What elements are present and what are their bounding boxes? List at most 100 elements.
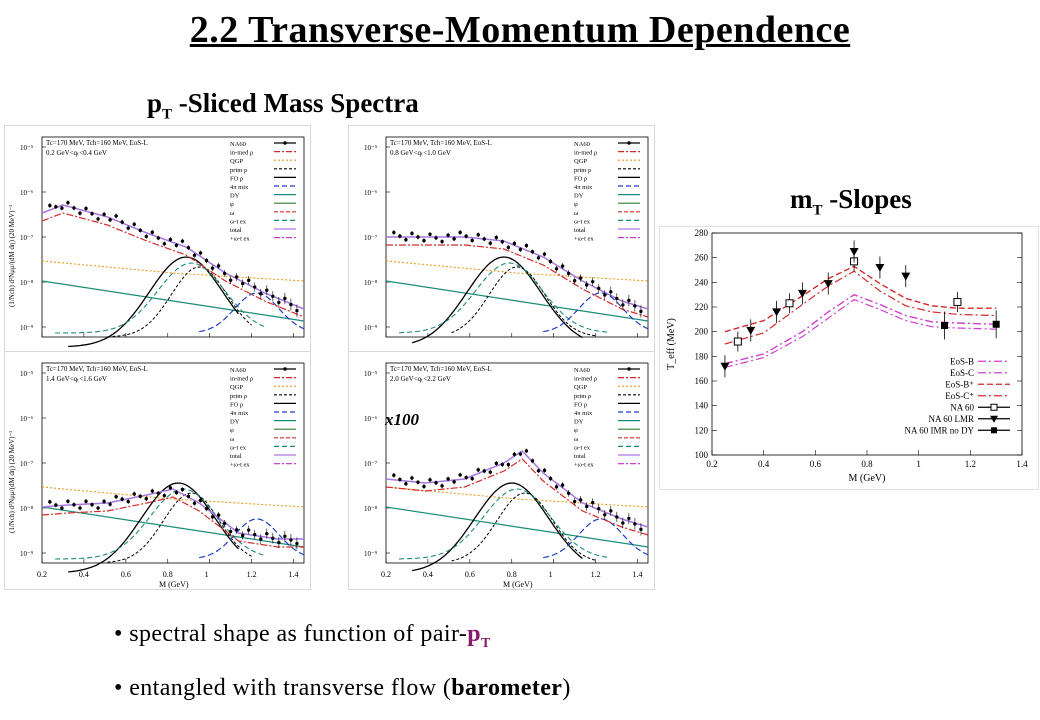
slopes-ytick-label: 160 xyxy=(695,376,709,386)
legend-label: +ω-t ex xyxy=(230,462,250,469)
spectrum-ytick-label: 10⁻⁵ xyxy=(20,370,34,378)
na60-point xyxy=(259,292,263,296)
na60-point xyxy=(289,302,293,307)
spectrum-ytick-label: 10⁻⁶ xyxy=(20,189,34,197)
na60-point xyxy=(66,499,70,504)
na60-point xyxy=(162,242,167,246)
na60-point xyxy=(416,235,420,239)
na60-point xyxy=(603,293,607,297)
na60-point xyxy=(500,240,505,244)
na60-point xyxy=(60,206,64,210)
na60-point xyxy=(440,239,444,244)
spectrum-ylabel: (1/Nch) d²Nμμ/(dM dη) (20 MeV)⁻¹ xyxy=(8,205,16,307)
na60-point xyxy=(554,267,559,271)
na60-point xyxy=(566,491,571,496)
slopes-xtick-label: 1.2 xyxy=(965,459,976,469)
na60-point xyxy=(470,238,474,243)
na60-point xyxy=(392,230,396,235)
spectrum-params: Tc=170 MeV, Tch=160 MeV, EoS-L xyxy=(390,139,492,147)
curve-fo-rho xyxy=(412,256,583,344)
slopes-plot-area xyxy=(711,232,1023,456)
slopes-ytick-label: 220 xyxy=(695,302,709,312)
spectrum-ytick-label: 10⁻⁹ xyxy=(364,324,378,332)
na60-point xyxy=(84,206,88,211)
na60-point xyxy=(271,294,275,299)
legend-label: ω-t ex xyxy=(230,218,247,225)
lmr-slope-point xyxy=(823,280,833,289)
spectrum-xtick-label: 1.2 xyxy=(247,570,257,579)
na60-point xyxy=(265,531,269,536)
na60-point xyxy=(639,527,643,532)
na60-point xyxy=(247,278,251,283)
bullet-list: • spectral shape as function of pair-pT … xyxy=(114,612,1014,710)
bullet-1-pt: p xyxy=(467,621,482,647)
legend-label: in-med ρ xyxy=(574,376,597,383)
na60-point xyxy=(198,251,203,255)
legend-label: +ω-t ex xyxy=(574,236,594,243)
na60-point xyxy=(222,521,227,526)
curve-4pi-mix xyxy=(543,292,649,333)
na60-point xyxy=(138,228,142,233)
na60-point xyxy=(102,212,106,216)
slopes-figure: 280 260 240 220 200 180 160 140 120 100 0.2 0.4 0.6 0… xyxy=(659,226,1039,490)
slopes-legend-marker xyxy=(990,403,998,411)
na60-point xyxy=(536,469,541,473)
legend-label: 4π mix xyxy=(574,410,593,417)
spectra-heading: pT -Sliced Mass Spectra xyxy=(147,88,419,123)
legend-label: in-med ρ xyxy=(574,150,597,157)
na60-point xyxy=(584,283,589,287)
na60-point xyxy=(518,247,523,252)
na60-point xyxy=(247,528,251,532)
curve-prim-rho xyxy=(107,492,252,563)
curve-omega-t-ex xyxy=(55,262,265,334)
slopes-ytick-label: 280 xyxy=(695,228,709,238)
spectrum-xtick-label: 1.2 xyxy=(591,570,601,579)
na60-point xyxy=(434,236,438,240)
legend-label: 4π mix xyxy=(230,410,249,417)
na60-point xyxy=(446,233,450,237)
bullet-1-pt-sub: T xyxy=(481,635,491,651)
spectrum-ytick-label: 10⁻⁶ xyxy=(20,415,34,423)
na60-slope-point xyxy=(733,337,742,346)
na60-point xyxy=(253,532,257,537)
na60-point xyxy=(138,494,142,499)
spectrum-panel-2: 10⁻⁵ 10⁻⁶ 10⁻⁷ 10⁻⁸ 10⁻⁹ Tc=170 MeV, Tch=160 … xyxy=(348,125,655,364)
na60-point xyxy=(530,250,535,254)
na60-point xyxy=(428,478,432,482)
na60-point xyxy=(150,489,155,493)
na60-point xyxy=(210,515,215,519)
bullet-2: • entangled with transverse flow (barome… xyxy=(114,674,571,701)
na60-point xyxy=(639,309,643,314)
spectrum-ytick-label: 10⁻⁷ xyxy=(20,234,34,242)
legend-label: DY xyxy=(574,419,584,426)
spectrum-panel-4: 10⁻⁵ 10⁻⁶ 10⁻⁷ 10⁻⁸ 10⁻⁹ 0.2 0.4 0.6 0.8 1 1.2 1.4 M… xyxy=(348,351,655,590)
lmr-slope-point xyxy=(901,272,911,281)
slopes-heading: mT -Slopes xyxy=(790,184,912,219)
slopes-xtick-label: 0.8 xyxy=(861,459,873,469)
spectrum-ytick-label: 10⁻⁵ xyxy=(364,370,378,378)
spectrum-ytick-label: 10⁻⁸ xyxy=(364,505,378,513)
curve-in-med-rho xyxy=(41,496,304,548)
na60-point xyxy=(597,507,601,511)
na60-point xyxy=(60,506,64,510)
curve-fo-rho xyxy=(412,482,583,572)
legend-label: ω xyxy=(574,436,579,443)
na60-point xyxy=(422,484,426,489)
legend-label: NA60 xyxy=(230,367,246,374)
curve-total xyxy=(385,450,649,528)
na60-point xyxy=(114,214,118,218)
na60-point xyxy=(240,281,245,286)
slopes-ylabel: T_eff (MeV) xyxy=(666,318,677,370)
legend-label: total xyxy=(574,227,586,234)
slopes-heading-main: m xyxy=(790,184,813,214)
na60-point xyxy=(542,468,547,473)
na60-point xyxy=(210,266,215,270)
lmr-slope-point xyxy=(746,326,756,335)
slopes-series-3 xyxy=(724,265,997,333)
na60-point xyxy=(627,516,631,521)
slopes-legend-label: EoS-B⁺ xyxy=(945,379,974,389)
legend-label: ω-t ex xyxy=(574,218,591,225)
na60-point xyxy=(615,515,619,519)
spectra-figure: 10⁻⁵ 10⁻⁶ 10⁻⁷ 10⁻⁸ 10⁻⁹ (1/Nch) d²Nμμ/(dM dη… xyxy=(4,125,658,593)
curve-4pi-mix xyxy=(199,518,305,559)
